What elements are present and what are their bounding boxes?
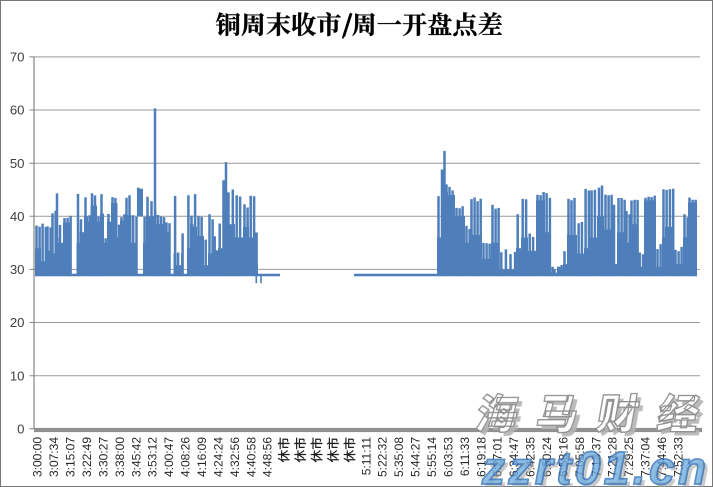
svg-text:60: 60 <box>10 103 25 118</box>
svg-text:zzrt01.cn: zzrt01.cn <box>481 442 709 487</box>
svg-text:4:16:09: 4:16:09 <box>195 437 209 477</box>
svg-text:3:38:00: 3:38:00 <box>113 437 127 477</box>
svg-text:3:00:00: 3:00:00 <box>31 437 45 477</box>
svg-text:5:22:32: 5:22:32 <box>376 437 390 477</box>
svg-text:7:13:37: 7:13:37 <box>589 437 603 477</box>
svg-text:6:03:53: 6:03:53 <box>441 437 455 477</box>
svg-text:30: 30 <box>10 262 25 277</box>
svg-text:7:37:04: 7:37:04 <box>639 437 653 477</box>
svg-text:3:22:49: 3:22:49 <box>80 437 94 477</box>
svg-text:3:07:34: 3:07:34 <box>47 437 61 477</box>
svg-text:4:32:56: 4:32:56 <box>228 437 242 477</box>
svg-text:6:42:35: 6:42:35 <box>524 437 538 477</box>
svg-text:20: 20 <box>10 315 25 330</box>
svg-text:10: 10 <box>10 368 25 383</box>
svg-text:7:05:58: 7:05:58 <box>573 437 587 477</box>
svg-text:3:30:27: 3:30:27 <box>96 437 110 477</box>
svg-text:5:44:27: 5:44:27 <box>409 437 423 477</box>
svg-text:0: 0 <box>17 421 24 436</box>
svg-text:7:29:25: 7:29:25 <box>622 437 636 477</box>
svg-text:5:55:14: 5:55:14 <box>425 437 439 477</box>
svg-text:5:11:11: 5:11:11 <box>359 437 373 476</box>
svg-text:zzrt01.cn: zzrt01.cn <box>485 445 713 487</box>
svg-text:6:34:47: 6:34:47 <box>507 437 521 477</box>
svg-text:40: 40 <box>10 209 25 224</box>
svg-text:6:27:01: 6:27:01 <box>491 437 505 477</box>
svg-text:7:52:33: 7:52:33 <box>672 437 686 477</box>
svg-text:6:50:24: 6:50:24 <box>540 437 554 477</box>
svg-text:4:24:24: 4:24:24 <box>211 437 225 477</box>
svg-text:6:58:16: 6:58:16 <box>557 437 571 477</box>
svg-text:50: 50 <box>10 156 25 171</box>
svg-text:4:00:47: 4:00:47 <box>162 437 176 477</box>
svg-text:7:21:28: 7:21:28 <box>606 437 620 477</box>
svg-text:6:11:33: 6:11:33 <box>458 437 472 476</box>
svg-text:3:45:42: 3:45:42 <box>129 437 143 477</box>
svg-text:7:44:46: 7:44:46 <box>655 437 669 477</box>
svg-text:70: 70 <box>10 50 25 65</box>
svg-text:5:35:08: 5:35:08 <box>392 437 406 477</box>
svg-text:4:48:56: 4:48:56 <box>261 437 275 477</box>
svg-text:4:40:58: 4:40:58 <box>244 437 258 477</box>
svg-text:3:53:12: 3:53:12 <box>146 437 160 477</box>
svg-text:6:19:18: 6:19:18 <box>474 437 488 477</box>
svg-text:4:08:26: 4:08:26 <box>179 437 193 477</box>
svg-text:3:15:07: 3:15:07 <box>64 437 78 477</box>
